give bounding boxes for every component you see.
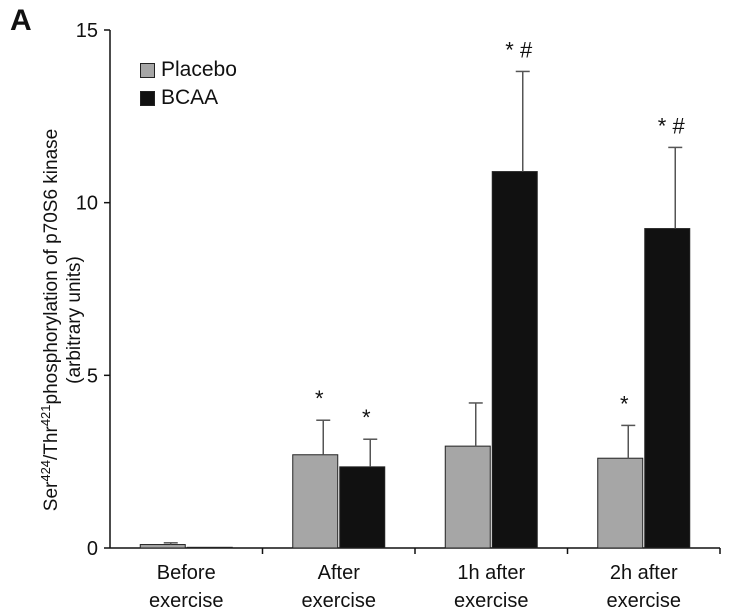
y-tick-label: 5 xyxy=(87,365,98,387)
x-tick-label: exercise xyxy=(454,590,528,612)
legend-swatch-placebo xyxy=(140,62,155,78)
x-tick-label: Before xyxy=(157,562,216,584)
significance-label: * xyxy=(620,391,629,416)
x-tick-label: exercise xyxy=(302,590,376,612)
bar-bcaa xyxy=(491,171,538,549)
legend-swatch-bcaa xyxy=(140,90,155,106)
x-tick-label: exercise xyxy=(149,590,223,612)
legend-label-placebo: Placebo xyxy=(161,58,237,81)
x-tick-label: exercise xyxy=(607,590,681,612)
x-tick-label: After xyxy=(318,562,361,584)
legend: Placebo BCAA xyxy=(140,56,237,112)
x-tick-label: 1h after xyxy=(457,562,525,584)
bar-bcaa xyxy=(644,228,691,549)
legend-item-bcaa: BCAA xyxy=(140,84,237,112)
x-tick-label: 2h after xyxy=(610,562,678,584)
significance-label: * xyxy=(362,405,371,430)
bar-placebo xyxy=(444,445,491,549)
significance-label: * xyxy=(315,386,324,411)
panel-label: A xyxy=(10,4,32,37)
y-tick-label: 10 xyxy=(76,193,98,215)
y-tick-label: 15 xyxy=(76,20,98,42)
significance-label: * # xyxy=(658,113,686,138)
bar-bcaa xyxy=(186,546,233,549)
y-tick-label: 0 xyxy=(87,538,98,560)
bar-placebo xyxy=(139,544,186,549)
legend-label-bcaa: BCAA xyxy=(161,86,219,109)
significance-label: * # xyxy=(505,37,533,62)
bar-placebo xyxy=(292,454,339,549)
bar-placebo xyxy=(597,457,644,549)
legend-item-placebo: Placebo xyxy=(140,56,237,84)
bar-bcaa xyxy=(339,466,386,549)
